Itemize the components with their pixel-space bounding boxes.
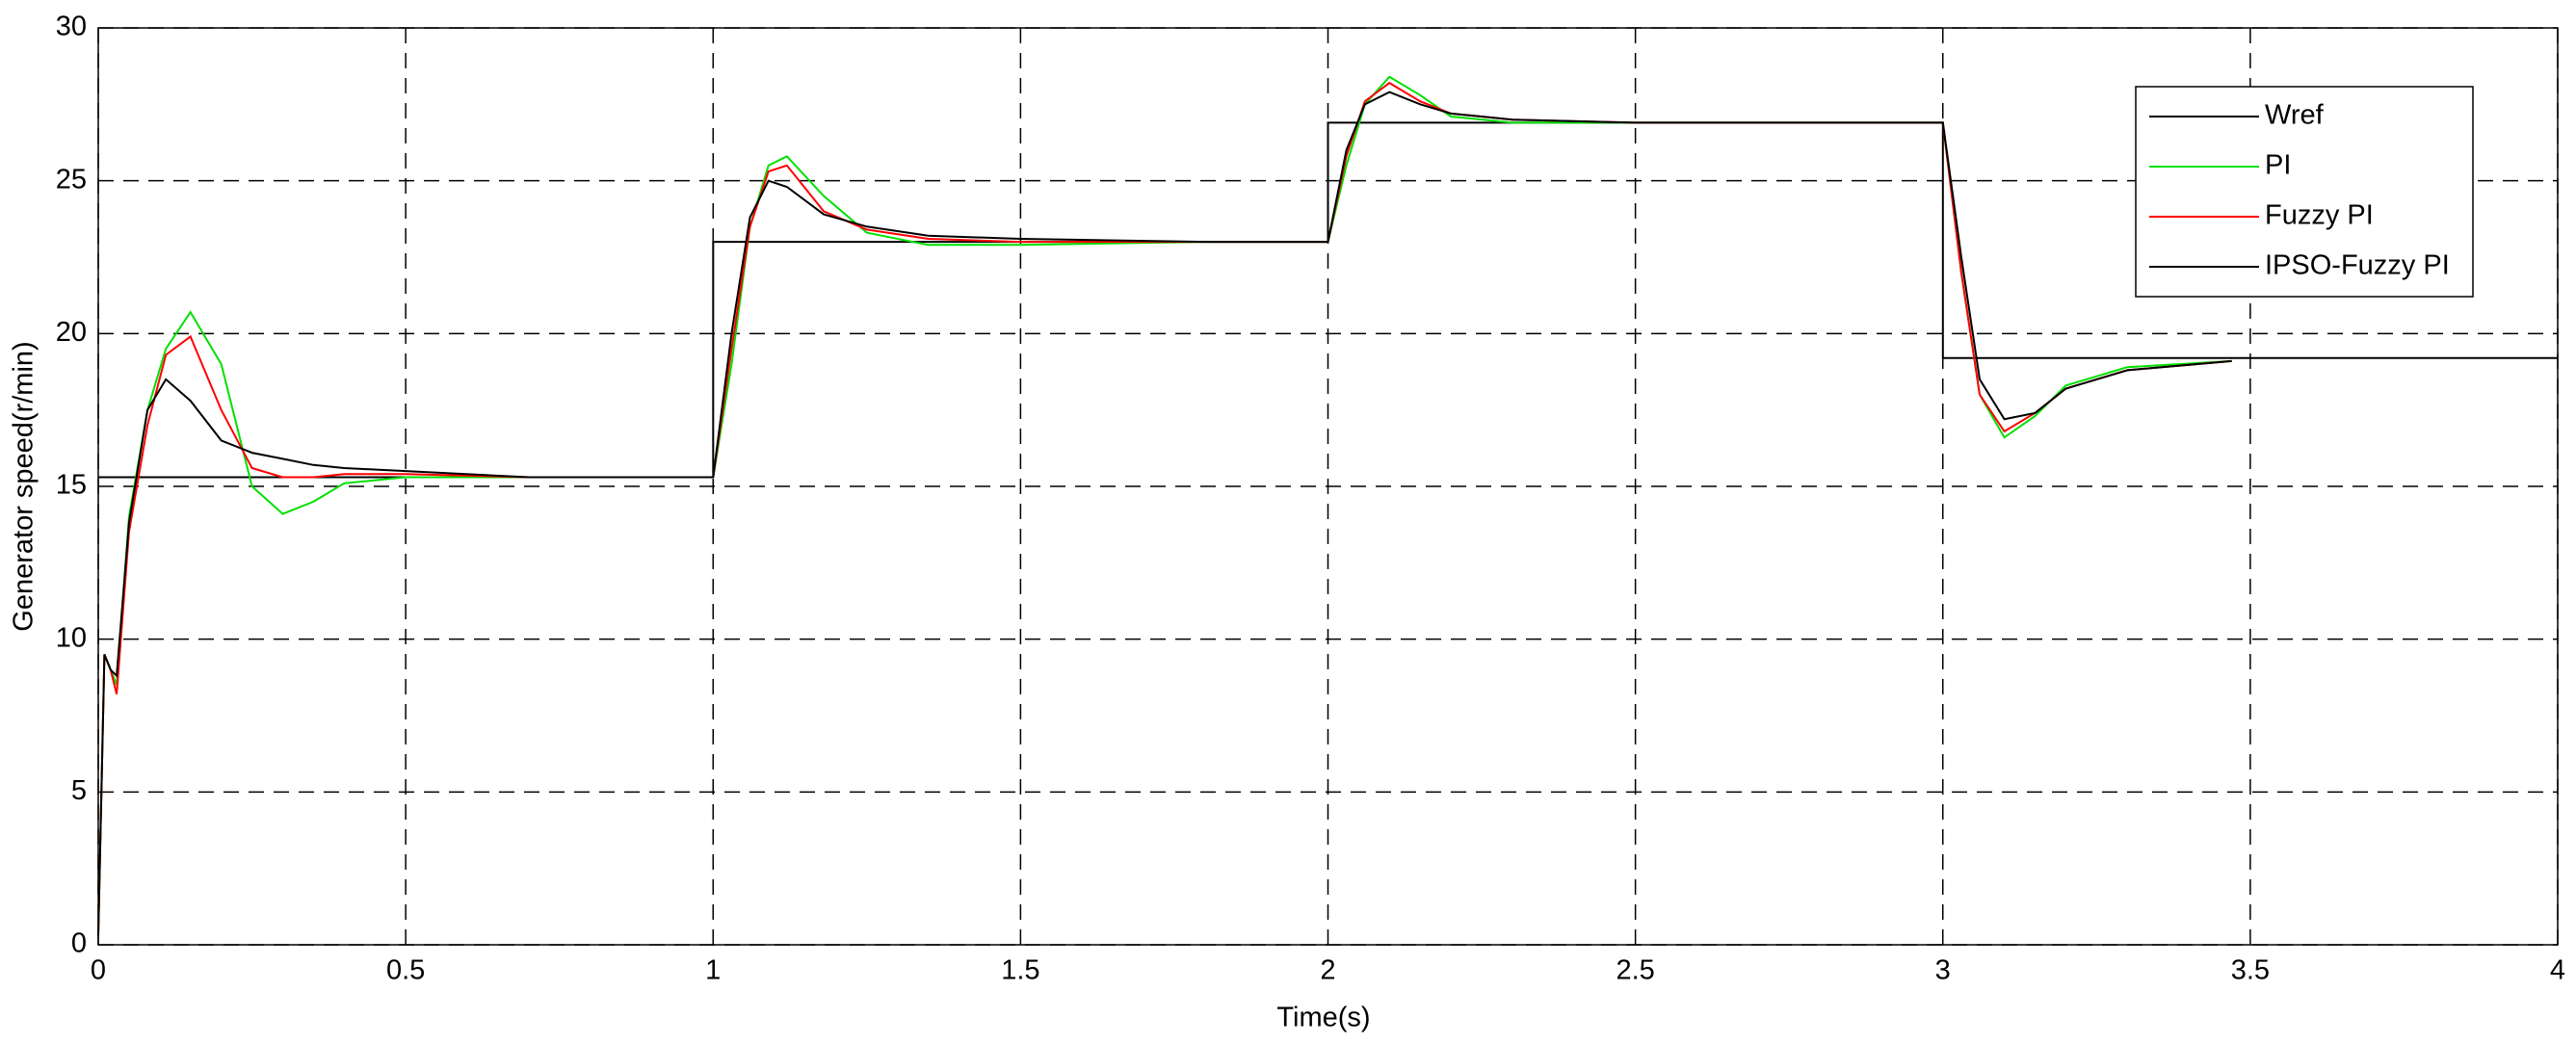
x-tick-label: 3	[1935, 955, 1951, 986]
x-tick-label: 0.5	[386, 955, 425, 986]
x-tick-label: 3.5	[2231, 955, 2270, 986]
y-tick-label: 20	[56, 317, 87, 348]
y-axis-label: Generator speed(r/min)	[9, 341, 39, 631]
y-tick-label: 25	[56, 164, 87, 195]
legend-label: PI	[2265, 150, 2291, 181]
x-tick-label: 1	[705, 955, 721, 986]
legend-box	[2135, 86, 2474, 298]
series-line	[97, 75, 2232, 936]
series-line	[98, 121, 2558, 479]
series-line	[97, 81, 2232, 936]
x-tick-label: 2	[1320, 955, 1335, 986]
y-tick-label: 5	[71, 775, 87, 806]
x-tick-label: 2.5	[1616, 955, 1654, 986]
x-tick-label: 4	[2550, 955, 2565, 986]
y-tick-label: 30	[56, 12, 87, 42]
y-tick-label: 0	[71, 928, 87, 959]
legend-label: Fuzzy PI	[2265, 200, 2374, 231]
legend-label: IPSO-Fuzzy PI	[2265, 250, 2450, 281]
legend-label: Wref	[2265, 100, 2325, 131]
x-axis-label: Time(s)	[1276, 1003, 1370, 1033]
plot-frame	[97, 27, 2559, 946]
y-tick-label: 10	[56, 622, 87, 653]
x-tick-label: 0	[91, 955, 106, 986]
series-line	[97, 91, 2232, 936]
y-tick-label: 15	[56, 470, 87, 501]
x-tick-label: 1.5	[1001, 955, 1039, 986]
